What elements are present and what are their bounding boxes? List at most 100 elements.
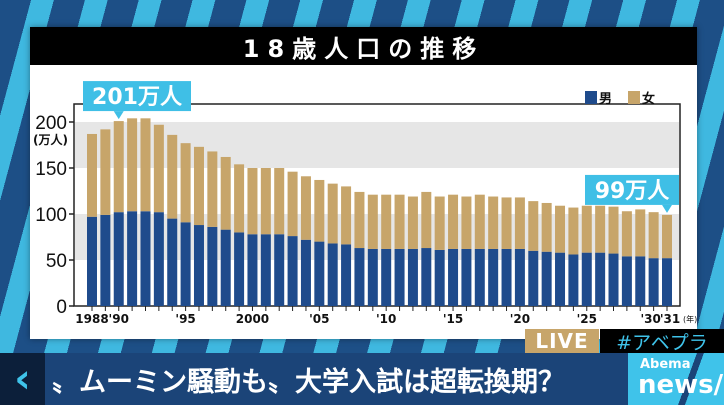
bar-male-1994 — [167, 218, 178, 306]
abema-news-logo: Abema news/ — [628, 353, 724, 405]
back-chevron-icon[interactable]: ‹ — [0, 353, 45, 405]
y-tick-label: 0 — [56, 297, 67, 318]
headline-text: 〟ムーミン騒動も〟大学入試は超転換期？ — [52, 366, 565, 398]
bar-female-1990 — [113, 121, 124, 213]
bar-male-2028 — [621, 256, 632, 306]
bar-female-2031 — [662, 214, 672, 259]
bar-female-2030 — [648, 212, 659, 259]
bar-female-2014 — [434, 196, 445, 250]
bar-female-2012 — [407, 196, 418, 249]
bar-male-2002 — [274, 234, 285, 306]
legend-swatch — [628, 91, 640, 104]
bar-male-2018 — [488, 248, 499, 306]
y-axis-unit: (万人) — [33, 132, 68, 147]
bar-female-2029 — [635, 209, 646, 257]
bar-female-1991 — [127, 118, 138, 212]
bar-female-1989 — [100, 129, 111, 215]
bar-male-2029 — [635, 256, 646, 306]
bar-female-1997 — [207, 151, 218, 227]
bar-female-1999 — [234, 164, 245, 233]
bar-male-1992 — [140, 211, 151, 306]
bar-female-2007 — [341, 186, 352, 245]
bar-female-2004 — [300, 176, 311, 240]
bar-male-1990 — [113, 212, 124, 306]
x-tick-label: '05 — [309, 312, 329, 326]
bar-female-2021 — [528, 201, 539, 251]
x-tick-label: 1988 — [75, 312, 108, 326]
bar-male-2031 — [662, 258, 672, 306]
bar-male-2013 — [421, 248, 432, 306]
callout-box — [585, 174, 679, 205]
bar-female-2017 — [474, 194, 485, 249]
bar-male-2000 — [247, 234, 258, 306]
bar-female-2027 — [608, 206, 619, 254]
bar-male-2004 — [300, 239, 311, 306]
bar-female-1994 — [167, 134, 178, 219]
bar-female-1988 — [87, 133, 97, 217]
x-tick-label: '25 — [577, 312, 597, 326]
bar-female-2015 — [448, 194, 459, 249]
bar-female-2001 — [260, 168, 271, 235]
bar-female-2005 — [314, 179, 325, 242]
callout-box — [83, 81, 191, 112]
bar-male-2017 — [474, 248, 485, 306]
bar-female-2024 — [568, 207, 579, 255]
bar-female-2025 — [581, 205, 592, 253]
bar-male-2003 — [287, 236, 298, 306]
bar-male-1991 — [127, 211, 138, 306]
bar-female-2002 — [274, 168, 285, 235]
x-tick-label: '90 — [109, 312, 129, 326]
bar-male-2015 — [448, 248, 459, 306]
bar-male-2020 — [514, 248, 525, 306]
callout-pointer — [662, 204, 672, 213]
logo-top-text: Abema — [640, 357, 691, 372]
bar-male-2001 — [260, 234, 271, 306]
bar-male-1997 — [207, 226, 218, 306]
bar-female-2006 — [327, 183, 338, 244]
bar-male-2005 — [314, 241, 325, 306]
bar-female-2010 — [381, 194, 392, 249]
legend-label: 男 — [599, 92, 612, 107]
bar-male-2007 — [341, 244, 352, 306]
x-tick-label: 2000 — [236, 312, 269, 326]
bar-male-1989 — [100, 214, 111, 306]
x-axis-unit: (年) — [683, 314, 697, 324]
bar-female-2018 — [488, 196, 499, 249]
bar-male-2030 — [648, 258, 659, 306]
callout-label: 201万人 — [92, 85, 182, 110]
x-tick-label: '10 — [376, 312, 396, 326]
bar-female-2019 — [501, 197, 512, 249]
bar-male-2014 — [434, 249, 445, 306]
grid-band — [75, 122, 679, 168]
x-tick-label: '15 — [443, 312, 463, 326]
y-tick-label: 200 — [35, 113, 67, 134]
live-badge: LIVE — [525, 329, 599, 353]
bar-female-2009 — [367, 194, 378, 249]
bar-male-1995 — [180, 222, 191, 306]
legend-label: 女 — [642, 91, 655, 107]
x-tick-label: '31 — [660, 312, 680, 326]
bar-male-2010 — [381, 248, 392, 306]
bar-male-2024 — [568, 254, 579, 306]
bar-female-1992 — [140, 118, 151, 212]
bar-male-1993 — [153, 212, 164, 306]
bar-female-2028 — [621, 211, 632, 257]
bar-male-2019 — [501, 248, 512, 306]
bar-male-1999 — [234, 232, 245, 306]
bar-female-2026 — [595, 205, 606, 253]
bar-female-2013 — [421, 191, 432, 249]
bar-male-1996 — [193, 225, 204, 306]
bar-male-2022 — [541, 251, 552, 306]
x-tick-label: '20 — [510, 312, 530, 326]
callout-label: 99万人 — [595, 179, 670, 204]
legend-swatch — [585, 91, 597, 104]
headline-banner — [0, 353, 724, 405]
bar-male-2008 — [354, 248, 365, 306]
y-tick-label: 150 — [35, 159, 67, 180]
x-tick-label: '30 — [640, 312, 660, 326]
bar-female-1998 — [220, 156, 231, 230]
bar-female-1993 — [153, 124, 164, 213]
bar-female-2003 — [287, 171, 298, 237]
y-tick-label: 100 — [35, 205, 67, 226]
